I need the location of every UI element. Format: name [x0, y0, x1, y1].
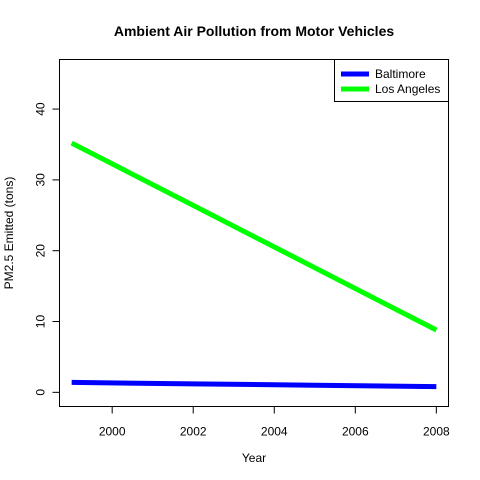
series-layer	[70, 140, 438, 390]
y-tick-label: 20	[34, 244, 48, 258]
series-line-los-angeles	[70, 140, 438, 333]
y-axis-label: PM2.5 Emitted (tons)	[2, 177, 16, 290]
plot-frame	[59, 59, 449, 407]
x-tick-label: 2002	[180, 425, 207, 439]
legend-label: Los Angeles	[375, 82, 440, 96]
x-tick-label: 2004	[261, 425, 288, 439]
legend-label: Baltimore	[375, 67, 426, 81]
x-tick-label: 2006	[342, 425, 369, 439]
series-line-baltimore	[71, 379, 437, 390]
x-tick-label: 2000	[99, 425, 126, 439]
x-axis-label: Year	[242, 451, 266, 465]
legend-box	[334, 59, 449, 102]
y-tick-label: 40	[34, 102, 48, 116]
y-tick-label: 0	[34, 389, 48, 396]
y-tick-label: 30	[34, 173, 48, 187]
x-tick-label: 2008	[423, 425, 450, 439]
axes-layer: 2000 2002 2004 2006 2008 0 10 20 30 40	[34, 102, 450, 438]
chart-title: Ambient Air Pollution from Motor Vehicle…	[114, 23, 394, 39]
y-tick-label: 10	[34, 315, 48, 329]
